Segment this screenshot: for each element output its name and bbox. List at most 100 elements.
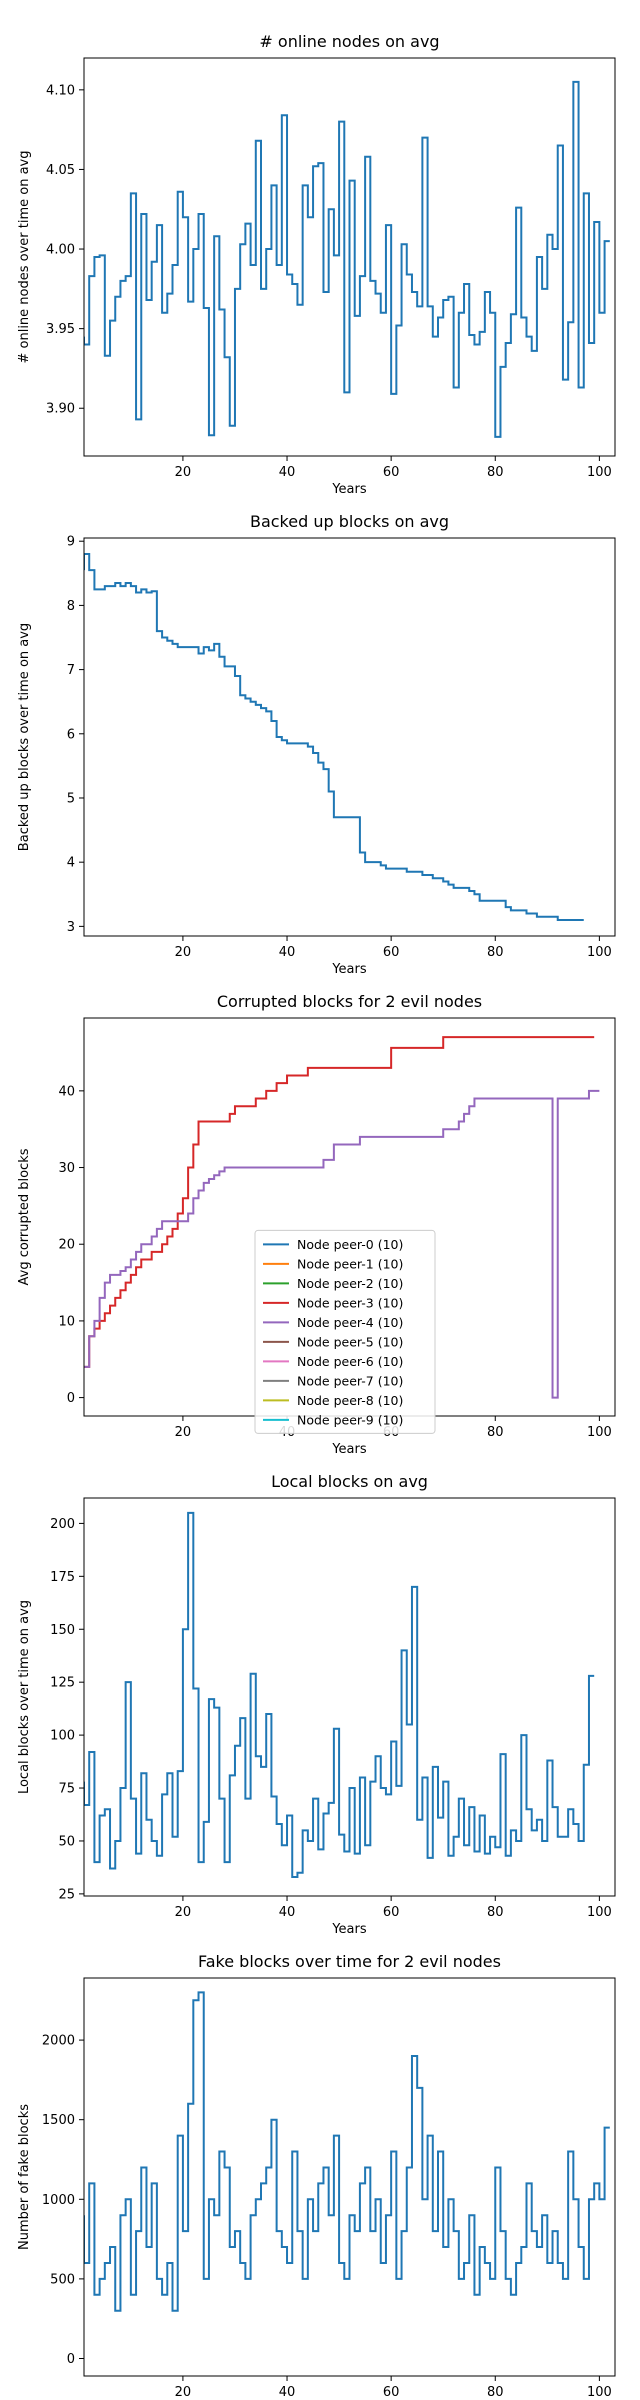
x-tick-label: 40 [279, 465, 296, 480]
y-tick-label: 1500 [42, 2113, 75, 2128]
series-group [84, 1991, 610, 2312]
legend-entry: Node peer-2 (10) [297, 1276, 403, 1291]
x-tick-label: 20 [175, 465, 192, 480]
series-group [84, 1511, 595, 1878]
legend-entry: Node peer-7 (10) [297, 1373, 403, 1388]
x-tick-label: 80 [487, 945, 504, 960]
y-tick-label: 30 [58, 1161, 75, 1176]
series-line-0 [84, 1991, 610, 2312]
y-tick-label: 1000 [42, 2193, 75, 2208]
x-tick-label: 80 [487, 1425, 504, 1440]
legend-box [254, 1229, 436, 1434]
x-tick-label: 80 [487, 1905, 504, 1920]
x-tick-label: 20 [175, 945, 192, 960]
x-tick-label: 20 [175, 1905, 192, 1920]
legend-entry: Node peer-6 (10) [297, 1354, 403, 1369]
y-axis-label: Backed up blocks over time on avg [17, 623, 32, 851]
x-tick-label: 60 [383, 1905, 400, 1920]
legend-entry: Node peer-1 (10) [297, 1256, 403, 1271]
x-axis-label: Years [331, 962, 367, 977]
y-tick-label: 4.10 [46, 83, 75, 98]
chart-title: # online nodes on avg [259, 32, 439, 51]
chart-panel-1: Backed up blocks on avg 20 40 60 80 100 3 4 5 6 7 8… [17, 512, 616, 977]
y-tick-label: 3.90 [46, 402, 75, 417]
y-tick-label: 50 [58, 1834, 75, 1849]
series-line-0 [84, 80, 610, 438]
y-tick-label: 5 [67, 791, 75, 806]
chart-panel-3: Local blocks on avg 20 40 60 80 100 25 50 75 100 1… [17, 1472, 616, 1937]
series-group [84, 553, 584, 921]
chart-title: Backed up blocks on avg [250, 512, 449, 531]
y-axis-label: Number of fake blocks [17, 2104, 32, 2250]
x-tick-label: 60 [383, 465, 400, 480]
y-tick-label: 9 [67, 535, 75, 550]
x-tick-label: 80 [487, 465, 504, 480]
legend-entry: Node peer-8 (10) [297, 1393, 403, 1408]
x-tick-label: 40 [279, 1905, 296, 1920]
y-tick-label: 200 [50, 1517, 75, 1532]
chart-panel-2: Corrupted blocks for 2 evil nodes2040608… [17, 992, 616, 1457]
y-tick-label: 75 [58, 1782, 75, 1797]
series-line-1 [84, 1089, 600, 1399]
y-tick-label: 175 [50, 1570, 75, 1585]
plot-frame [83, 1497, 616, 1897]
chart-panel-4: Fake blocks over time for 2 evil nodes 20… [17, 1952, 616, 2400]
series-group [84, 1036, 600, 1399]
y-axis-label: Avg corrupted blocks [17, 1148, 32, 1285]
series-group [84, 80, 610, 438]
y-tick-label: 0 [67, 2352, 75, 2367]
legend-entry: Node peer-4 (10) [297, 1315, 403, 1330]
legend-entry: Node peer-3 (10) [297, 1295, 403, 1310]
x-tick-label: 60 [383, 945, 400, 960]
y-axis-label: Local blocks over time on avg [17, 1600, 32, 1794]
y-tick-label: 20 [58, 1238, 75, 1253]
x-tick-label: 100 [587, 1425, 612, 1440]
y-tick-label: 125 [50, 1676, 75, 1691]
x-tick-label: 100 [587, 945, 612, 960]
x-tick-label: 40 [279, 2385, 296, 2400]
series-line-0 [84, 1511, 595, 1878]
x-tick-label: 100 [587, 465, 612, 480]
y-tick-label: 40 [58, 1084, 75, 1099]
legend-entry: Node peer-5 (10) [297, 1334, 403, 1349]
series-line-0 [84, 1036, 595, 1368]
legend-entry: Node peer-9 (10) [297, 1412, 403, 1427]
x-tick-label: 20 [175, 1425, 192, 1440]
y-tick-label: 7 [67, 663, 75, 678]
y-tick-label: 100 [50, 1729, 75, 1744]
legend-entry: Node peer-0 (10) [297, 1237, 403, 1252]
y-tick-label: 8 [67, 599, 75, 614]
y-tick-label: 6 [67, 727, 75, 742]
legend: Node peer-0 (10) Node peer-1 (10) Node pee… [254, 1229, 436, 1434]
y-tick-label: 4.05 [46, 163, 75, 178]
y-tick-label: 10 [58, 1314, 75, 1329]
x-tick-label: 100 [587, 1905, 612, 1920]
x-axis-label: Years [331, 1442, 367, 1457]
x-axis-label: Years [331, 482, 367, 497]
y-tick-label: 3.95 [46, 322, 75, 337]
y-tick-label: 500 [50, 2272, 75, 2287]
y-tick-label: 150 [50, 1623, 75, 1638]
x-axis-label: Years [331, 1922, 367, 1937]
y-tick-label: 3 [67, 920, 75, 935]
y-axis-label: # online nodes over time on avg [17, 150, 32, 363]
plot-frame [83, 57, 616, 457]
plot-frame [83, 537, 616, 937]
x-tick-label: 100 [587, 2385, 612, 2400]
y-tick-label: 4 [67, 856, 75, 871]
y-tick-label: 0 [67, 1391, 75, 1406]
x-tick-label: 80 [487, 2385, 504, 2400]
x-tick-label: 60 [383, 2385, 400, 2400]
y-tick-label: 4.00 [46, 243, 75, 258]
series-line-0 [84, 553, 584, 921]
chart-title: Local blocks on avg [271, 1472, 428, 1491]
chart-title: Fake blocks over time for 2 evil nodes [198, 1952, 501, 1971]
plot-frame [83, 1977, 616, 2377]
x-tick-label: 20 [175, 2385, 192, 2400]
chart-panel-0: # online nodes on avg 20 40 60 80 100 3.90 3.95… [17, 32, 616, 497]
y-tick-label: 2000 [42, 2034, 75, 2049]
chart-title: Corrupted blocks for 2 evil nodes [217, 992, 482, 1011]
x-tick-label: 40 [279, 945, 296, 960]
y-tick-label: 25 [58, 1887, 75, 1902]
